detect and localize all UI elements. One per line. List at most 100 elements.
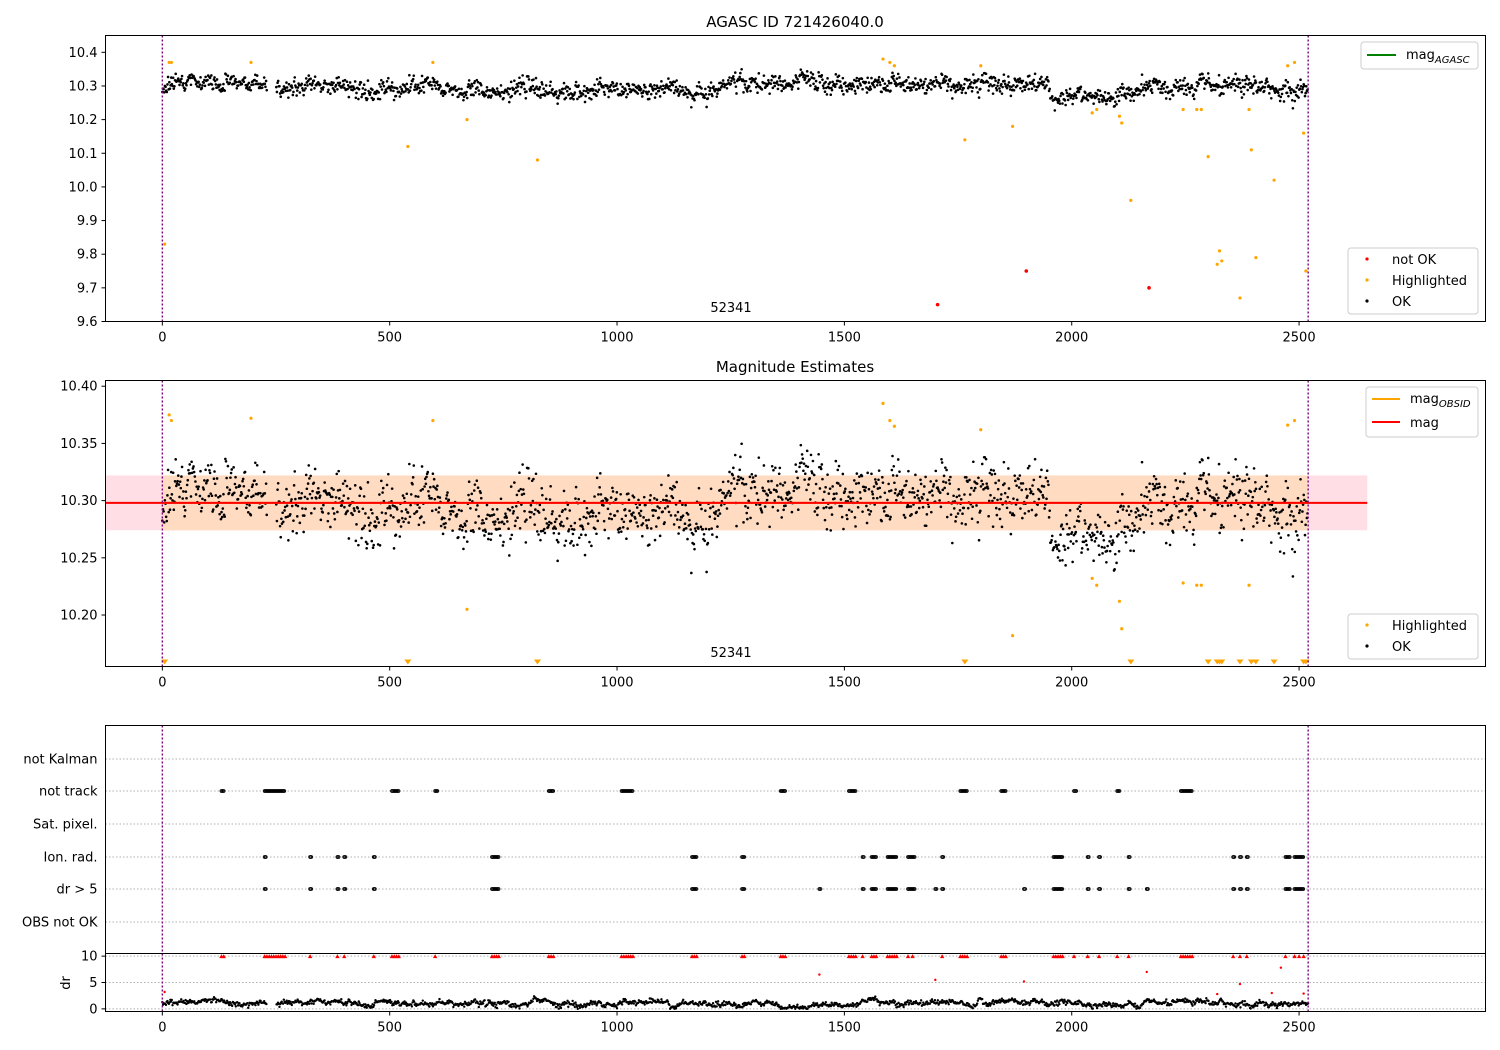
ok-point <box>907 86 911 90</box>
ok-point <box>1238 488 1242 492</box>
ok-point <box>1278 550 1282 553</box>
ok-point <box>730 79 733 83</box>
ok-point <box>913 496 917 499</box>
ok-point <box>226 464 230 468</box>
ok-point <box>294 503 298 507</box>
ok-point <box>408 462 411 466</box>
ok-point <box>841 76 845 80</box>
dr-point <box>388 998 392 1002</box>
ok-point <box>868 85 872 89</box>
ok-point <box>285 86 289 89</box>
flag-marker <box>1246 855 1250 859</box>
flag-marker <box>912 887 917 891</box>
ok-point <box>1133 528 1137 532</box>
ok-point <box>279 95 283 99</box>
ok-point <box>1293 99 1297 103</box>
ok-point <box>595 476 599 480</box>
ok-point <box>1127 88 1131 92</box>
highlighted-point <box>1238 296 1242 300</box>
ok-point <box>692 542 696 546</box>
ok-point <box>1064 103 1067 107</box>
ok-point <box>1105 102 1108 106</box>
ok-point <box>206 464 210 467</box>
ok-point <box>250 495 253 499</box>
ok-point <box>742 91 745 94</box>
ok-point <box>487 94 491 98</box>
ok-point <box>472 489 476 492</box>
ok-point <box>606 87 610 90</box>
ok-point <box>712 85 715 88</box>
ok-point <box>1143 506 1147 509</box>
dr-point <box>451 1001 454 1005</box>
ok-point <box>471 499 474 503</box>
ok-point <box>779 496 783 499</box>
ok-point <box>246 494 249 498</box>
ok-point <box>1106 98 1109 101</box>
ok-point <box>168 87 172 90</box>
ok-point <box>946 82 950 86</box>
ok-point <box>469 93 473 97</box>
ok-point <box>753 80 757 84</box>
flag-marker <box>1074 789 1079 793</box>
ok-point <box>179 486 183 490</box>
ok-point <box>409 85 412 89</box>
ok-point <box>749 516 752 520</box>
ok-point <box>1098 89 1102 93</box>
ok-point <box>824 80 827 84</box>
ok-point <box>649 83 652 86</box>
ok-point <box>915 88 918 91</box>
ok-point <box>858 475 861 478</box>
dr-point <box>567 1005 570 1009</box>
ok-point <box>551 510 554 513</box>
ok-point <box>472 93 475 97</box>
ok-point <box>778 75 782 78</box>
ok-point <box>537 94 540 98</box>
ok-point <box>312 79 316 83</box>
ok-point <box>310 83 314 87</box>
ok-point <box>1178 87 1181 91</box>
ok-point <box>227 491 231 495</box>
ok-point <box>514 504 518 508</box>
ok-point <box>1263 503 1267 507</box>
ok-point <box>1220 504 1224 508</box>
ok-point <box>646 92 649 96</box>
ok-point <box>653 84 656 87</box>
ok-point <box>1048 509 1052 512</box>
ok-point <box>1164 90 1167 94</box>
ok-point <box>1266 80 1269 84</box>
ok-point <box>1037 497 1041 501</box>
ok-point <box>390 487 394 490</box>
ok-point <box>870 490 874 493</box>
magnitude-estimates-title: Magnitude Estimates <box>716 358 874 376</box>
ok-point <box>629 519 633 523</box>
ok-point <box>1009 532 1013 536</box>
ok-point <box>571 532 575 536</box>
dr-point <box>188 1001 191 1004</box>
ok-point <box>590 544 593 548</box>
ok-point <box>1018 77 1022 80</box>
ok-point <box>661 87 664 91</box>
dr-point <box>282 998 286 1001</box>
ok-point <box>644 503 647 507</box>
ok-point <box>313 507 316 510</box>
ok-point <box>932 79 936 83</box>
ok-point <box>222 492 225 496</box>
ok-point <box>1255 521 1259 524</box>
ok-point <box>1295 505 1299 508</box>
ok-point <box>1164 541 1168 545</box>
ok-point <box>1249 490 1253 494</box>
ok-point <box>1199 474 1202 477</box>
ok-point <box>1105 560 1108 564</box>
ok-point <box>377 91 381 94</box>
ok-point <box>674 89 677 92</box>
ok-point <box>776 509 780 512</box>
ok-point <box>244 496 248 500</box>
ok-point <box>905 479 908 483</box>
ok-point <box>1182 525 1186 529</box>
ok-point <box>359 487 363 491</box>
ok-point <box>1113 568 1116 571</box>
ok-point <box>725 86 729 90</box>
ok-point <box>544 517 547 520</box>
ok-point <box>902 83 905 87</box>
